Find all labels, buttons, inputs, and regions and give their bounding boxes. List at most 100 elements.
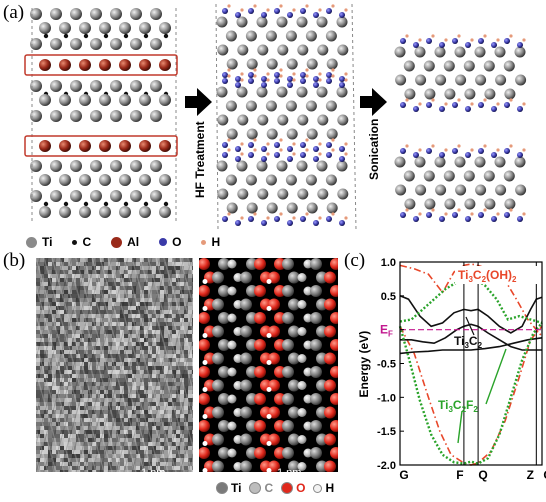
ti-atom [285, 100, 297, 112]
h-atom [240, 8, 244, 12]
h-atom [279, 74, 283, 78]
ti-atom [119, 174, 131, 186]
h-atom [331, 138, 335, 142]
h-atom [279, 138, 283, 142]
ti-atom [277, 188, 289, 200]
ti-atom [119, 22, 131, 34]
ti-atom [217, 188, 229, 200]
c-atom [43, 201, 49, 207]
x-tick-label: Z [527, 468, 534, 482]
o-atom [313, 76, 319, 82]
ti-atom [305, 100, 317, 112]
ti-atom [150, 80, 162, 92]
h-atom [344, 8, 348, 12]
o-atom [326, 216, 332, 222]
ti-atom [226, 128, 238, 140]
h-atom [266, 216, 270, 220]
ti-atom [484, 88, 496, 100]
o-atom [248, 142, 254, 148]
ti-atom [423, 60, 435, 72]
legend-item-h: H [313, 481, 334, 495]
h-atom [431, 34, 435, 38]
panel-a-illustration: HF Treatment Sonication [24, 3, 527, 231]
h-atom [405, 34, 409, 38]
o-atom [478, 212, 484, 218]
o-atom [300, 142, 306, 148]
h-atom [431, 144, 435, 148]
al-layer-highlight-bottom [24, 135, 178, 157]
h-atom [344, 142, 348, 146]
ti-atom [325, 174, 337, 186]
ti-atom [79, 206, 91, 218]
ti-atom [306, 202, 318, 214]
h-atom [253, 74, 257, 78]
o-atom [465, 42, 471, 48]
o-atom [326, 142, 332, 148]
ti-atom [110, 8, 122, 20]
ti-atom [150, 110, 162, 122]
o-atom [339, 76, 345, 82]
ti-atom [79, 22, 91, 34]
h-atom [431, 208, 435, 212]
ti-atom [70, 160, 82, 172]
ti-atom [50, 110, 62, 122]
h-atom [266, 8, 270, 12]
x-tick-label: Q [478, 468, 487, 482]
h-atom [496, 212, 500, 216]
h-atom [522, 102, 526, 106]
legend-label: Ti [42, 235, 53, 249]
h-atom [444, 212, 448, 216]
ti-atom [265, 100, 277, 112]
f2-arrow [485, 348, 507, 405]
ti-atom [394, 156, 406, 168]
h-atom [331, 148, 335, 152]
ti-atom-icon [216, 482, 228, 494]
c-atom-icon [249, 482, 262, 494]
ti-atom [256, 86, 268, 98]
h-atom [483, 34, 487, 38]
h-atom [405, 98, 409, 102]
ti-atom [265, 174, 277, 186]
o-atom [491, 216, 497, 222]
ti-atom [50, 190, 62, 202]
c-atom [63, 201, 69, 207]
h-atom [266, 142, 270, 146]
ti-atom [504, 198, 516, 210]
ti-atom [276, 160, 288, 172]
ti-atom [139, 174, 151, 186]
h-atom [318, 8, 322, 12]
ti-atom [150, 190, 162, 202]
h-atom [344, 152, 348, 156]
o-atom [261, 220, 267, 226]
h-atom [344, 72, 348, 76]
annotation-bg [455, 266, 537, 284]
ti-atom [434, 46, 446, 58]
y-tick-label: -1.0 [377, 392, 396, 404]
ti-atom [237, 44, 249, 56]
h-atom [266, 72, 270, 76]
ti-atom [70, 8, 82, 20]
legend-label: H [211, 235, 221, 249]
ti-atom [305, 174, 317, 186]
o-atom [452, 102, 458, 108]
ti-atom [297, 114, 309, 126]
f2-arrow [457, 410, 463, 444]
h-atom [253, 68, 257, 72]
ti-atom [495, 184, 507, 196]
ti-atom [257, 188, 269, 200]
ti-atom [90, 38, 102, 50]
ti-atom [216, 86, 228, 98]
ti-atom [316, 16, 328, 28]
o-atom [426, 212, 432, 218]
o-atom [287, 82, 293, 88]
h-atom [522, 212, 526, 216]
o-atom [517, 106, 523, 112]
legend-label: C [82, 235, 92, 249]
h-atom [496, 102, 500, 106]
o-atom [313, 82, 319, 88]
ti-atom [59, 22, 71, 34]
ti-atom [159, 22, 171, 34]
h-atom [509, 34, 513, 38]
ti-atom [494, 156, 506, 168]
ti-atom [50, 38, 62, 50]
